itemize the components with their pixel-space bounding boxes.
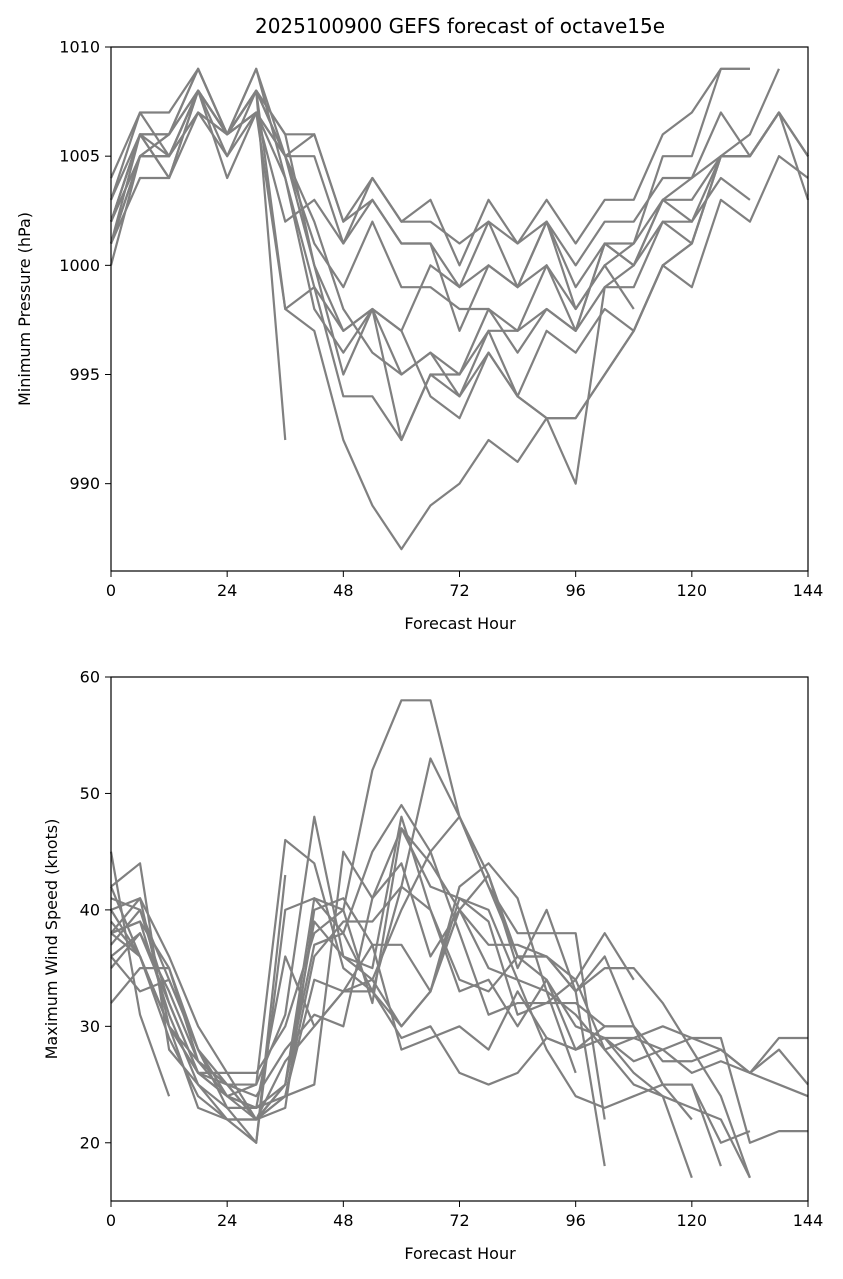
pressure-x-tick-label: 24 bbox=[217, 581, 237, 600]
wind-x-tick-label: 24 bbox=[217, 1211, 237, 1230]
pressure-y-axis-label: Minimum Pressure (hPa) bbox=[15, 212, 34, 406]
pressure-x-tick-label: 120 bbox=[677, 581, 708, 600]
pressure-y-tick-label: 995 bbox=[69, 365, 100, 384]
wind-series-line-4 bbox=[110, 803, 693, 1179]
pressure-x-tick-label: 0 bbox=[106, 581, 116, 600]
wind-x-tick-label: 0 bbox=[106, 1211, 116, 1230]
pressure-x-tick-label: 72 bbox=[449, 581, 469, 600]
pressure-plot-area bbox=[109, 67, 810, 551]
pressure-x-tick-label: 96 bbox=[565, 581, 585, 600]
wind-chart: 0 24 48 72 96 120 144 20 30 40 50 60 Forecast Hour… bbox=[42, 668, 823, 1264]
wind-series-line-13 bbox=[110, 850, 751, 1179]
wind-x-tick-label: 72 bbox=[449, 1211, 469, 1230]
wind-x-axis-label: Forecast Hour bbox=[404, 1244, 516, 1263]
pressure-y-tick-label: 1000 bbox=[59, 256, 100, 275]
wind-y-ticks: 20 30 40 50 60 bbox=[80, 668, 111, 1152]
pressure-series-line-13 bbox=[109, 111, 809, 420]
pressure-series-line-6 bbox=[109, 68, 780, 332]
wind-series-line-16 bbox=[109, 827, 751, 1144]
wind-x-tick-label: 120 bbox=[677, 1211, 708, 1230]
pressure-x-axis-label: Forecast Hour bbox=[404, 614, 516, 633]
wind-y-tick-label: 50 bbox=[80, 784, 100, 803]
pressure-series-line-12 bbox=[109, 89, 809, 485]
wind-y-tick-label: 20 bbox=[80, 1133, 100, 1152]
pressure-chart: 2025100900 GEFS forecast of octave15e 0 2… bbox=[15, 14, 823, 633]
wind-series-line-12 bbox=[110, 897, 809, 1121]
pressure-x-tick-label: 144 bbox=[793, 581, 824, 600]
wind-series-line-15 bbox=[110, 943, 751, 1179]
pressure-y-tick-label: 1005 bbox=[59, 147, 100, 166]
wind-x-tick-label: 48 bbox=[333, 1211, 353, 1230]
pressure-x-tick-label: 48 bbox=[333, 581, 353, 600]
wind-plot-area bbox=[109, 699, 809, 1179]
wind-y-tick-label: 40 bbox=[80, 900, 100, 919]
pressure-y-tick-label: 990 bbox=[69, 474, 100, 493]
pressure-y-tick-label: 1010 bbox=[59, 38, 100, 57]
pressure-x-ticks: 0 24 48 72 96 120 144 bbox=[106, 571, 823, 600]
chart-title: 2025100900 GEFS forecast of octave15e bbox=[255, 14, 665, 38]
wind-x-tick-label: 96 bbox=[565, 1211, 585, 1230]
pressure-y-ticks: 990 995 1000 1005 1010 bbox=[59, 38, 111, 493]
wind-x-tick-label: 144 bbox=[793, 1211, 824, 1230]
wind-y-tick-label: 30 bbox=[80, 1017, 100, 1036]
wind-x-ticks: 0 24 48 72 96 120 144 bbox=[106, 1201, 823, 1230]
wind-y-axis-label: Maximum Wind Speed (knots) bbox=[42, 819, 61, 1060]
wind-y-tick-label: 60 bbox=[80, 668, 100, 687]
